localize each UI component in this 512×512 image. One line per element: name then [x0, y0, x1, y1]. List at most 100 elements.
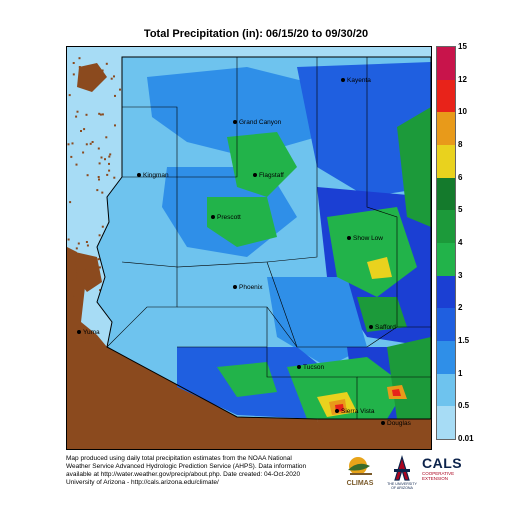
university-name-line-1: THE UNIVERSITY	[387, 482, 417, 486]
land-dot	[76, 110, 79, 113]
city-label-show-low: Show Low	[353, 235, 383, 242]
land-dot	[113, 176, 116, 179]
land-dot	[67, 238, 70, 241]
land-dot	[86, 244, 89, 247]
land-dot	[100, 156, 103, 159]
legend-band	[437, 210, 455, 243]
land-dot	[90, 280, 93, 283]
land-dot	[108, 162, 110, 165]
legend-label: 1	[458, 368, 463, 378]
land-dot	[68, 94, 71, 97]
land-dot	[108, 155, 111, 158]
land-dot	[69, 201, 72, 204]
land-dot	[98, 78, 101, 81]
land-dot	[98, 266, 101, 269]
legend-label: 2	[458, 303, 463, 313]
city-label-prescott: Prescott	[217, 214, 241, 221]
land-dot	[82, 151, 85, 154]
land-dot	[72, 73, 75, 76]
land-dot	[106, 173, 109, 176]
legend-band	[437, 47, 455, 80]
legend-band	[437, 308, 455, 341]
land-dot	[72, 62, 75, 64]
legend-label: 0.5	[458, 401, 470, 411]
arizona-a-icon	[394, 454, 410, 481]
legend-band	[437, 373, 455, 407]
land-dot	[83, 269, 86, 272]
cals-subtitle-1: COOPERATIVE	[422, 471, 455, 476]
legend-label: 6	[458, 172, 463, 182]
legend-band	[437, 112, 455, 145]
land-dot	[99, 289, 102, 292]
legend-band	[437, 79, 455, 113]
city-markers: Kayenta Grand Canyon Kingman Flagstaff P…	[77, 77, 412, 427]
nevada-patch-2	[75, 252, 102, 292]
land-dot	[98, 112, 101, 115]
footer-line-2: Weather Service Advanced Hydrologic Pred…	[66, 463, 307, 470]
county-lines	[106, 57, 431, 419]
land-dot	[91, 141, 94, 143]
university-name: THE UNIVERSITY OF ARIZONA	[384, 482, 420, 490]
legend-label: 15	[458, 42, 467, 51]
legend-band	[437, 275, 455, 309]
land-dot	[72, 268, 75, 271]
land-dot	[96, 189, 99, 192]
land-dot	[70, 155, 73, 158]
land-dot	[75, 247, 78, 250]
land-dot	[105, 136, 108, 139]
land-dot	[89, 142, 92, 145]
footer-credit: Map produced using daily total precipita…	[66, 455, 336, 487]
cals-subtitle-2: EXTENSION	[422, 476, 449, 481]
university-of-arizona-logo: THE UNIVERSITY OF ARIZONA	[384, 454, 420, 494]
land-dot	[98, 178, 100, 181]
land-dot	[77, 242, 80, 245]
legend-label: 10	[458, 107, 467, 117]
legend-label: 0.01	[458, 434, 474, 443]
footer-line-4: University of Arizona - http://cals.ariz…	[66, 479, 219, 486]
land-dot	[97, 258, 100, 261]
city-label-kayenta: Kayenta	[347, 77, 371, 84]
legend-label: 8	[458, 140, 463, 149]
land-dot	[86, 174, 89, 177]
city-label-sierra-vista: Sierra Vista	[341, 408, 375, 415]
legend-label: 3	[458, 270, 463, 280]
land-dot	[78, 57, 81, 60]
land-dot	[83, 256, 86, 259]
arizona-boundary	[96, 56, 431, 420]
land-dot	[119, 88, 121, 91]
land-dot	[109, 153, 112, 156]
mexico-land	[67, 337, 327, 449]
university-name-line-2: OF ARIZONA	[391, 486, 413, 490]
land-dot	[108, 169, 111, 172]
land-dot	[98, 234, 101, 237]
land-dot	[75, 115, 78, 118]
mexico-land-east	[317, 419, 431, 449]
land-dot	[85, 286, 88, 289]
land-dot	[79, 69, 82, 71]
land-dot	[105, 62, 108, 65]
land-dot	[97, 176, 100, 178]
footer-line-1: Map produced using daily total precipita…	[66, 455, 292, 462]
city-label-grand-canyon: Grand Canyon	[239, 119, 282, 126]
land-dot	[85, 113, 88, 116]
legend-label: 5	[458, 205, 463, 215]
land-dot	[101, 191, 104, 194]
land-dot	[101, 225, 104, 228]
city-label-douglas: Douglas	[387, 420, 412, 427]
legend-band	[437, 341, 455, 374]
legend-label: 1.5	[458, 336, 470, 345]
land-dot	[110, 77, 113, 80]
legend-band	[437, 406, 455, 439]
land-dot	[85, 241, 88, 243]
legend-label: 12	[458, 74, 467, 84]
land-dot	[95, 83, 98, 86]
precipitation-map: Kayenta Grand Canyon Kingman Flagstaff P…	[66, 46, 432, 450]
land-dot	[75, 272, 78, 275]
city-label-tucson: Tucson	[303, 364, 324, 371]
land-dot	[75, 163, 78, 166]
land-dot	[67, 143, 70, 146]
land-dot	[99, 113, 102, 116]
land-dot	[72, 279, 75, 282]
land-dot	[104, 158, 106, 161]
precipitation-legend	[436, 46, 456, 440]
